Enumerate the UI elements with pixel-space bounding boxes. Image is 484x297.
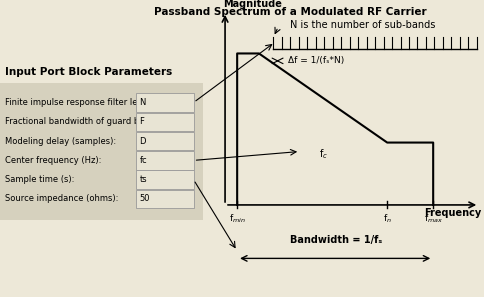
Text: Magnitude: Magnitude [223, 0, 282, 9]
Text: D: D [139, 137, 146, 146]
FancyBboxPatch shape [136, 151, 194, 170]
Text: f$_{max}$: f$_{max}$ [424, 212, 443, 225]
Text: Source impedance (ohms):: Source impedance (ohms): [5, 195, 118, 203]
Text: f$_n$: f$_n$ [383, 212, 392, 225]
Text: Fractional bandwidth of guard bands:: Fractional bandwidth of guard bands: [5, 117, 162, 126]
FancyBboxPatch shape [136, 113, 194, 131]
Text: Modeling delay (samples):: Modeling delay (samples): [5, 137, 116, 146]
Text: f$_c$: f$_c$ [319, 148, 329, 161]
Text: Frequency: Frequency [424, 208, 482, 218]
Text: ts: ts [139, 175, 147, 184]
Text: N: N [139, 98, 146, 107]
FancyBboxPatch shape [136, 132, 194, 150]
Text: Δf = 1/(fₛ*N): Δf = 1/(fₛ*N) [288, 56, 344, 65]
Text: f$_{min}$: f$_{min}$ [229, 212, 245, 225]
Text: Center frequency (Hz):: Center frequency (Hz): [5, 156, 101, 165]
FancyBboxPatch shape [136, 170, 194, 189]
Text: Sample time (s):: Sample time (s): [5, 175, 74, 184]
Text: Finite impulse response filter length:: Finite impulse response filter length: [5, 98, 159, 107]
Text: Passband Spectrum of a Modulated RF Carrier: Passband Spectrum of a Modulated RF Carr… [154, 7, 427, 18]
Text: N is the number of sub-bands: N is the number of sub-bands [290, 20, 436, 30]
Text: 50: 50 [139, 195, 150, 203]
Text: Bandwidth = 1/fₛ: Bandwidth = 1/fₛ [290, 235, 382, 245]
FancyBboxPatch shape [136, 190, 194, 208]
FancyBboxPatch shape [136, 93, 194, 112]
Text: Input Port Block Parameters: Input Port Block Parameters [5, 67, 172, 77]
Text: fc: fc [139, 156, 147, 165]
Text: F: F [139, 117, 144, 126]
FancyBboxPatch shape [0, 83, 203, 220]
